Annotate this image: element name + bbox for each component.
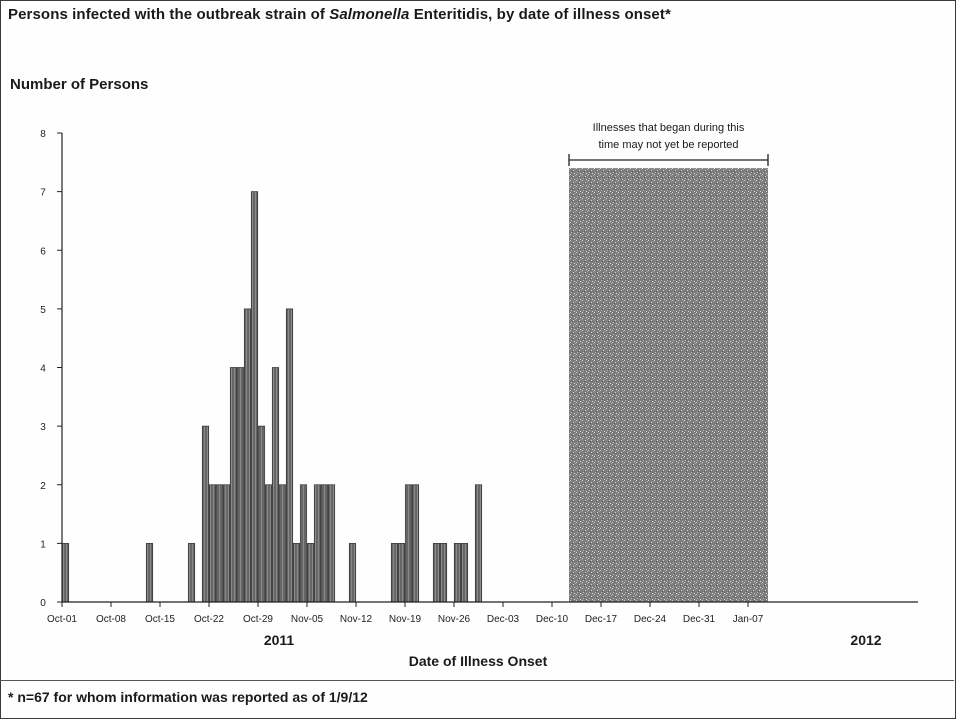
bar xyxy=(215,484,224,603)
bar xyxy=(285,308,294,603)
annotation-line-1: Illnesses that began during this xyxy=(593,122,745,134)
chart-title: Persons infected with the outbreak strai… xyxy=(8,6,671,23)
x-tick-label: Nov-12 xyxy=(340,614,373,625)
bar xyxy=(439,543,448,603)
x-axis-title: Date of Illness Onset xyxy=(409,653,548,669)
y-tick-label: 1 xyxy=(40,539,46,550)
x-tick-label: Dec-17 xyxy=(585,614,618,625)
y-tick-label: 7 xyxy=(40,188,46,199)
x-tick-label: Oct-01 xyxy=(47,614,77,625)
reporting-delay-shade xyxy=(569,168,768,603)
footnote: * n=67 for whom information was reported… xyxy=(8,689,368,705)
bar xyxy=(390,543,399,603)
x-tick-label: Dec-10 xyxy=(536,614,569,625)
bar xyxy=(145,543,154,603)
y-tick-label: 6 xyxy=(40,246,46,257)
y-tick-label: 2 xyxy=(40,481,46,492)
bar xyxy=(222,484,231,603)
bar xyxy=(278,484,287,603)
x-tick-label: Dec-31 xyxy=(683,614,716,625)
bar xyxy=(306,543,315,603)
bar xyxy=(397,543,406,603)
bar xyxy=(348,543,357,603)
y-tick-label: 5 xyxy=(40,305,46,316)
bar xyxy=(264,484,273,603)
bar xyxy=(208,484,217,603)
bar xyxy=(229,367,238,603)
bar xyxy=(453,543,462,603)
bar xyxy=(327,484,336,603)
bar xyxy=(411,484,420,603)
x-tick-label: Oct-15 xyxy=(145,614,175,625)
y-tick-label: 4 xyxy=(40,364,46,375)
x-tick-label: Oct-08 xyxy=(96,614,126,625)
bar xyxy=(460,543,469,603)
y-tick-label: 8 xyxy=(40,129,46,140)
bar xyxy=(320,484,329,603)
bar xyxy=(61,543,70,603)
x-tick-label: Oct-29 xyxy=(243,614,273,625)
bar xyxy=(250,191,259,603)
x-tick-label: Oct-22 xyxy=(194,614,224,625)
x-tick-label: Dec-03 xyxy=(487,614,520,625)
bar xyxy=(271,367,280,603)
y-axis-label: Number of Persons xyxy=(10,76,149,93)
bar xyxy=(257,425,266,603)
x-tick-label: Dec-24 xyxy=(634,614,667,625)
footer-divider xyxy=(0,680,954,681)
y-tick-label: 0 xyxy=(40,598,46,609)
y-tick-label: 3 xyxy=(40,422,46,433)
bar xyxy=(313,484,322,603)
bar xyxy=(243,308,252,603)
title-italic: Salmonella xyxy=(329,6,410,23)
bar xyxy=(404,484,413,603)
year-label-2012: 2012 xyxy=(850,632,881,648)
year-label-2011: 2011 xyxy=(264,632,295,648)
bar xyxy=(474,484,483,603)
x-tick-label: Nov-05 xyxy=(291,614,324,625)
bar xyxy=(299,484,308,603)
x-tick-label: Nov-19 xyxy=(389,614,422,625)
bar xyxy=(187,543,196,603)
bar xyxy=(201,425,210,603)
bar xyxy=(432,543,441,603)
bar xyxy=(236,367,245,603)
bar xyxy=(292,543,301,603)
x-tick-label: Jan-07 xyxy=(733,614,764,625)
x-tick-label: Nov-26 xyxy=(438,614,471,625)
annotation-line-2: time may not yet be reported xyxy=(598,139,738,151)
